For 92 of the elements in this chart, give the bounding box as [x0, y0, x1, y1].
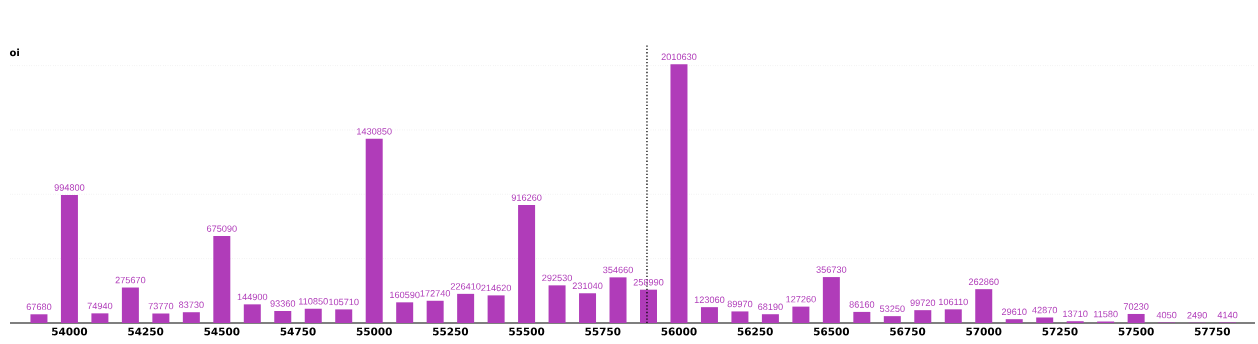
data-label: 106110: [939, 298, 968, 306]
y-axis-title: oi: [9, 48, 19, 57]
data-label: 68190: [758, 303, 783, 311]
bar: [182, 312, 200, 323]
data-label: 1430850: [357, 128, 392, 135]
bar: [1005, 319, 1023, 323]
data-label: 292530: [542, 274, 572, 282]
data-label: 83730: [179, 301, 204, 309]
data-label: 70230: [1123, 303, 1149, 310]
x-tick-label: 55250: [433, 327, 469, 336]
data-label: 231040: [572, 282, 603, 290]
bar: [792, 306, 810, 323]
x-tick-label: 55500: [509, 327, 545, 336]
data-label: 93360: [270, 300, 296, 307]
bar: [1036, 317, 1054, 323]
bar: [609, 277, 627, 323]
data-label: 105710: [329, 298, 359, 306]
x-tick-label: 56500: [813, 327, 850, 336]
x-tick-label: 55000: [356, 327, 392, 336]
bar: [670, 64, 688, 323]
bar: [152, 313, 170, 323]
bar: [975, 289, 993, 323]
bar: [822, 277, 840, 323]
data-label: 74940: [87, 302, 113, 310]
data-label: 4050: [1156, 311, 1177, 319]
data-label: 53250: [879, 305, 905, 312]
x-tick-label: 56250: [737, 327, 773, 336]
x-tick-label: 57000: [966, 327, 1002, 336]
data-label: 4140: [1217, 311, 1238, 319]
data-label: 262860: [968, 278, 999, 285]
bar: [121, 287, 139, 323]
bar: [304, 308, 322, 323]
bar: [213, 236, 231, 323]
data-label: 2490: [1187, 311, 1207, 319]
bar: [883, 316, 901, 323]
bar: [60, 194, 78, 323]
bar: [853, 311, 871, 323]
data-label: 160590: [390, 291, 420, 299]
data-label: 127260: [786, 295, 816, 303]
data-label: 275670: [115, 276, 146, 284]
x-tick-label: 57500: [1118, 327, 1154, 336]
bar: [91, 313, 109, 323]
data-label: 29610: [1001, 308, 1027, 315]
bar: [243, 304, 261, 323]
data-label: 258990: [633, 278, 664, 286]
bar: [579, 293, 597, 323]
bar: [426, 300, 444, 323]
bar: [487, 295, 505, 323]
x-tick-label: 57250: [1042, 327, 1078, 336]
data-label: 110850: [299, 298, 328, 305]
data-label: 916260: [511, 194, 542, 201]
bar: [548, 285, 566, 323]
data-label: 11580: [1093, 310, 1118, 318]
bar: [518, 205, 536, 323]
bar: [457, 293, 475, 323]
x-tick-label: 54000: [52, 327, 88, 336]
data-label: 144900: [237, 293, 268, 301]
data-label: 2010630: [661, 53, 697, 61]
data-label: 356730: [816, 266, 847, 273]
data-label: 354660: [603, 266, 633, 274]
bar: [640, 289, 657, 323]
bar: [914, 310, 932, 323]
bar: [761, 314, 779, 323]
x-tick-label: 54500: [204, 327, 240, 336]
bar: [396, 302, 414, 323]
data-label: 73770: [148, 302, 174, 310]
bar: [335, 309, 353, 323]
bar: [365, 138, 383, 323]
data-label: 89970: [727, 300, 753, 308]
data-label: 226410: [450, 283, 481, 290]
data-label: 86160: [849, 301, 875, 308]
bar: [944, 309, 962, 323]
data-label: 42870: [1032, 306, 1058, 314]
x-tick-label: 54750: [280, 327, 316, 336]
data-label: 675090: [206, 225, 237, 232]
data-label: 67680: [26, 303, 52, 311]
x-tick-label: 56750: [890, 327, 926, 336]
x-tick-label: 54250: [128, 327, 164, 336]
bar: [274, 310, 292, 323]
bar: [700, 307, 718, 323]
data-label: 994800: [54, 184, 85, 191]
bar: [1127, 313, 1145, 323]
x-tick-label: 55750: [585, 327, 621, 336]
data-label: 123060: [694, 296, 725, 303]
bar: [731, 311, 749, 323]
bar: [30, 314, 48, 323]
data-label: 172740: [420, 290, 451, 297]
data-label: 99720: [910, 299, 936, 306]
x-tick-label: 56000: [661, 327, 697, 336]
x-tick-label: 57750: [1194, 327, 1231, 336]
data-label: 214620: [481, 284, 512, 292]
data-label: 13710: [1063, 310, 1088, 318]
